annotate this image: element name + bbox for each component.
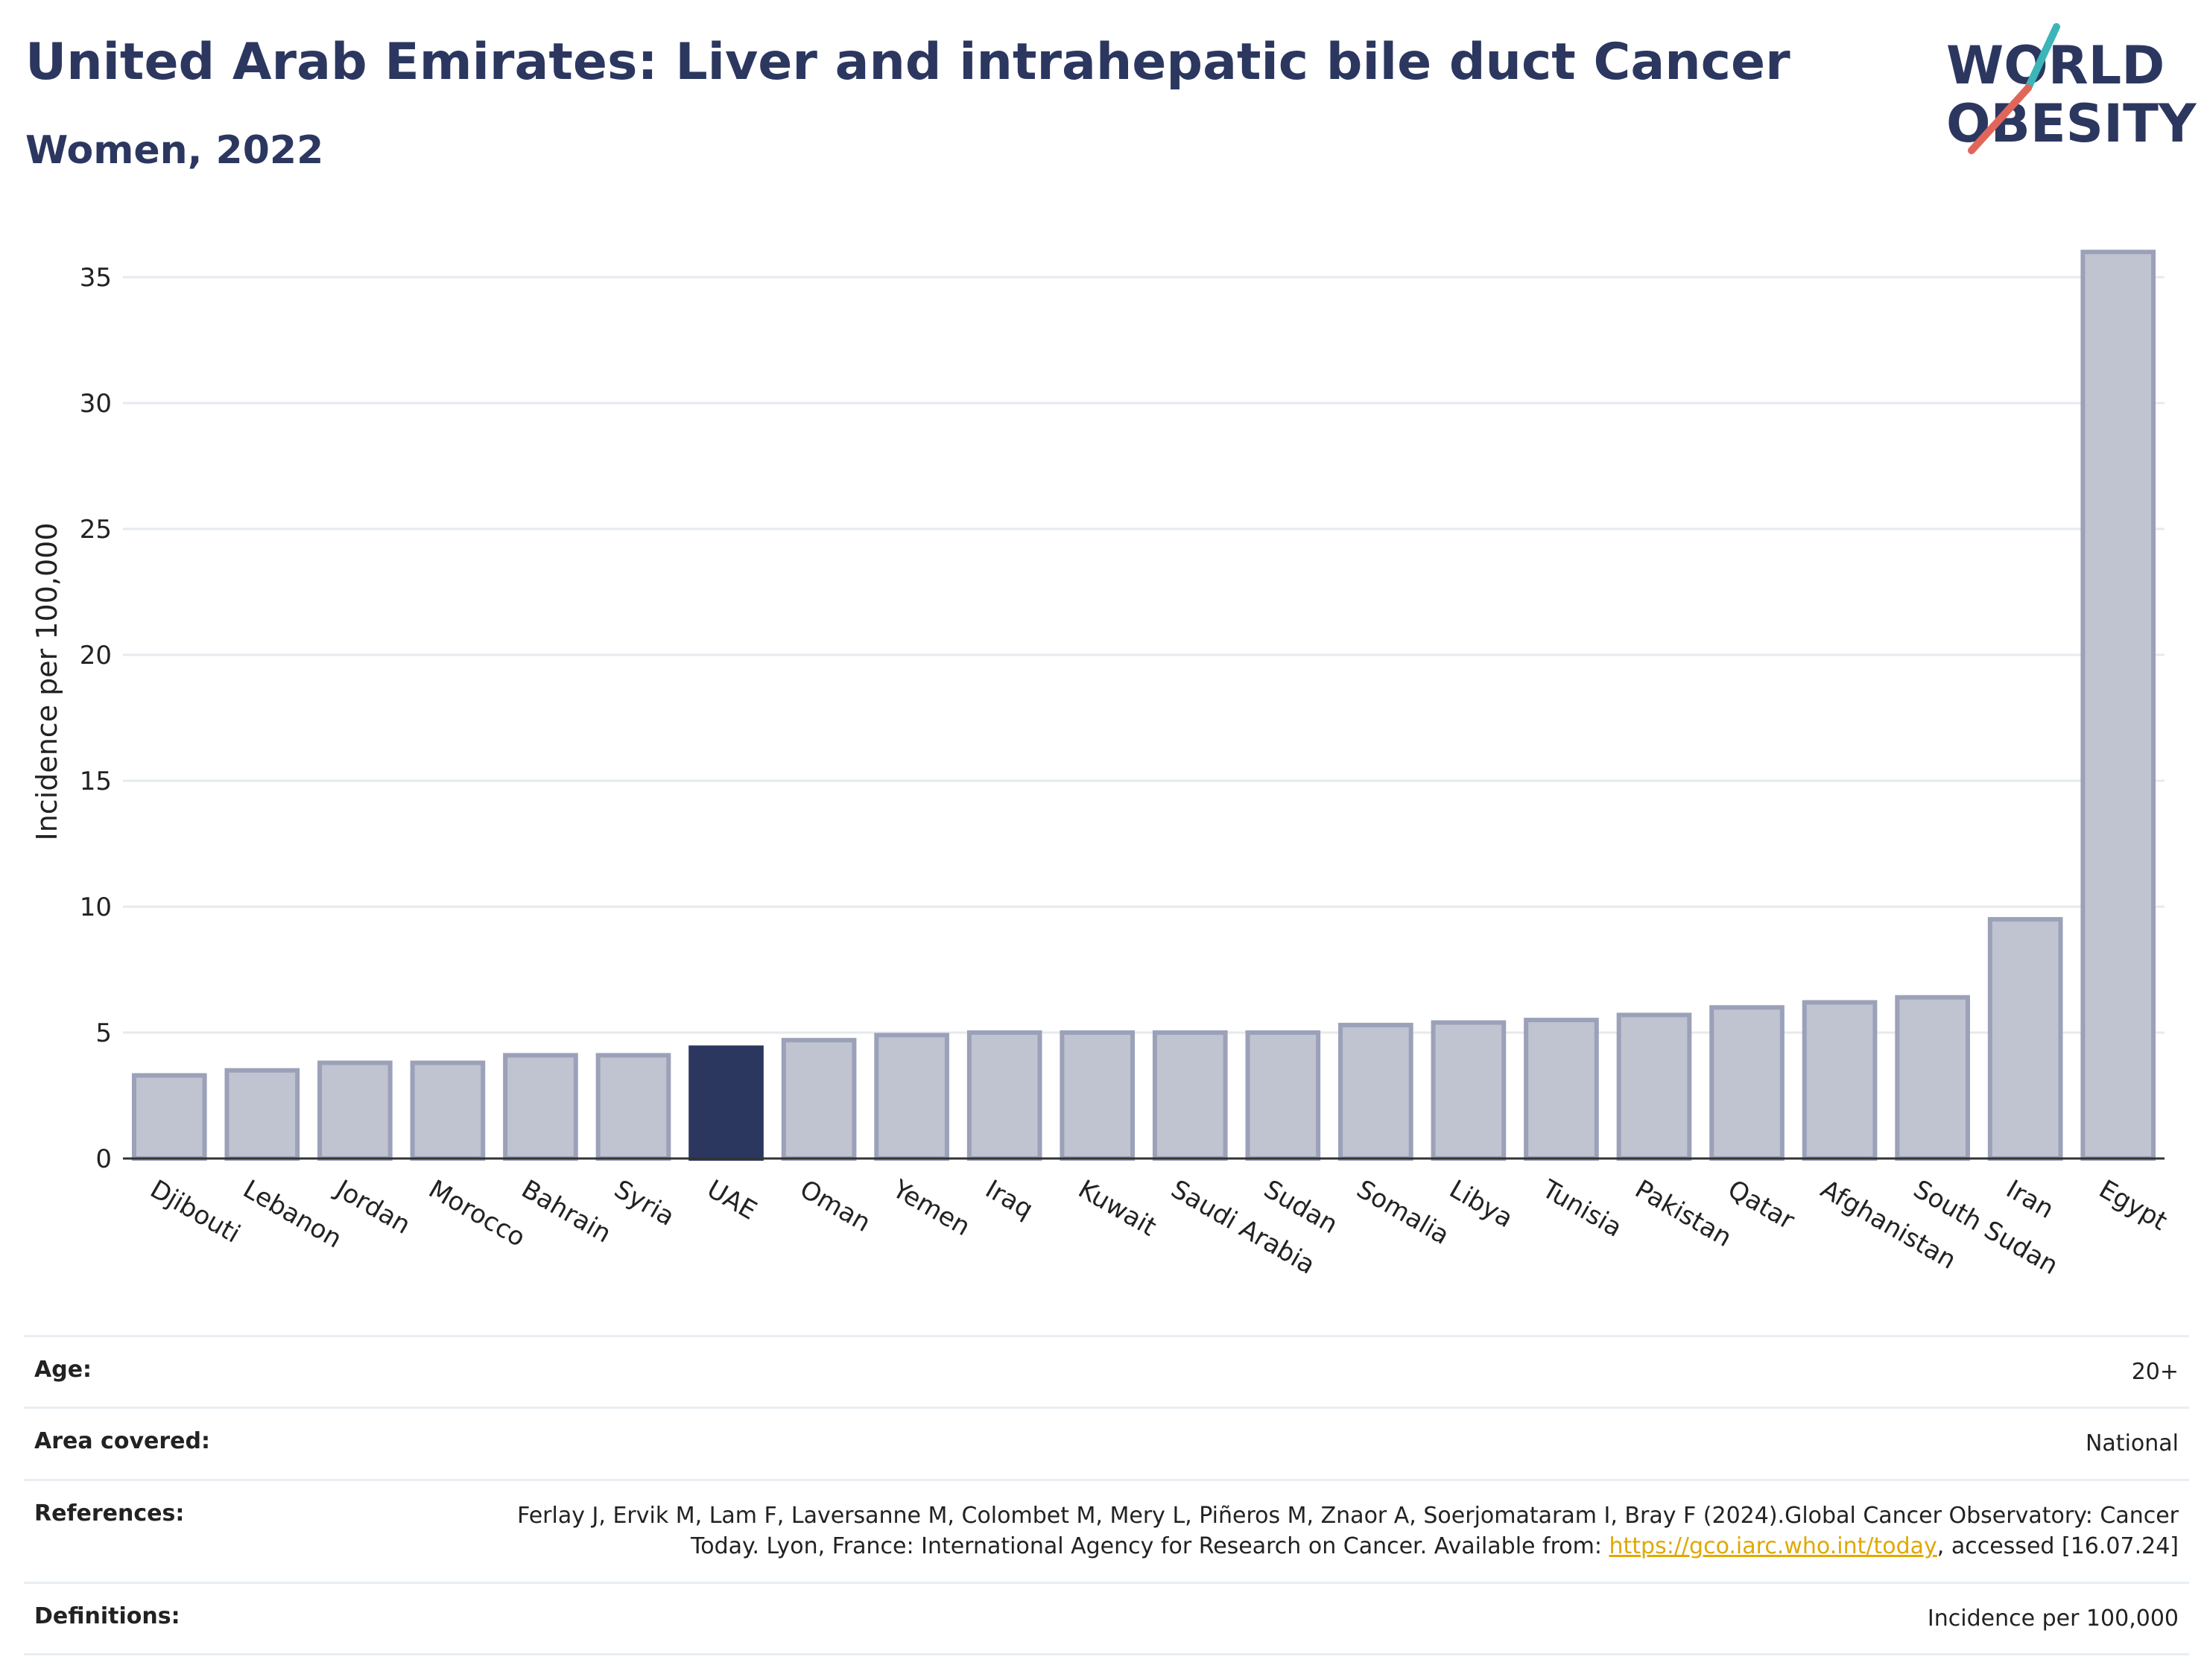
logo-line2: OBESITY bbox=[1946, 93, 2197, 154]
bar-djibouti bbox=[131, 1073, 207, 1161]
age-label: Age: bbox=[34, 1357, 92, 1383]
x-tick-label: Somalia bbox=[1352, 1174, 1454, 1251]
y-tick-label: 30 bbox=[80, 389, 112, 419]
references-link[interactable]: https://gco.iarc.who.int/today bbox=[1609, 1533, 1937, 1560]
info-row-references: References: Ferlay J, Ervik M, Lam F, La… bbox=[24, 1478, 2189, 1582]
x-tick-label: Bahrain bbox=[516, 1174, 616, 1249]
bar-kuwait bbox=[1060, 1030, 1136, 1161]
info-table: Age: 20+ Area covered: National Referenc… bbox=[24, 1335, 2189, 1655]
y-tick-label: 0 bbox=[95, 1144, 112, 1174]
x-tick-label: Pakistan bbox=[1630, 1174, 1737, 1253]
x-tick-label: Egypt bbox=[2094, 1174, 2172, 1237]
x-tick-label: Syria bbox=[609, 1174, 680, 1232]
bar-iran bbox=[1987, 916, 2063, 1161]
chart-subtitle: Women, 2022 bbox=[25, 128, 324, 173]
chart-title: United Arab Emirates: Liver and intrahep… bbox=[25, 33, 1790, 92]
logo-slash-red bbox=[1968, 84, 2032, 154]
gridlines bbox=[123, 276, 2165, 1034]
y-tick-label: 5 bbox=[95, 1018, 112, 1048]
world-obesity-logo: WORLD OBESITY bbox=[1946, 23, 2197, 154]
info-row-age: Age: 20+ bbox=[24, 1335, 2189, 1407]
references-label: References: bbox=[34, 1500, 185, 1527]
bar-lebanon bbox=[224, 1068, 300, 1161]
y-axis-ticks: 0 5 10 15 20 25 30 35 bbox=[80, 263, 112, 1174]
bar-iraq bbox=[966, 1030, 1042, 1161]
bar-afghanistan bbox=[1802, 1000, 1878, 1161]
references-text: Ferlay J, Ervik M, Lam F, Laversanne M, … bbox=[517, 1502, 2179, 1560]
definitions-label: Definitions: bbox=[34, 1603, 180, 1629]
info-row-definitions: Definitions: Incidence per 100,000 bbox=[24, 1581, 2189, 1655]
area-label: Area covered: bbox=[34, 1428, 210, 1455]
age-value: 20+ bbox=[2131, 1359, 2179, 1385]
x-tick-label: Oman bbox=[795, 1174, 876, 1238]
x-tick-label: Lebanon bbox=[238, 1174, 346, 1254]
definitions-value: Incidence per 100,000 bbox=[1927, 1605, 2179, 1632]
x-tick-label: Yemen bbox=[887, 1174, 975, 1243]
logo-line1: WORLD bbox=[1946, 35, 2165, 96]
bar-bahrain bbox=[503, 1053, 578, 1161]
bar-somalia bbox=[1338, 1022, 1413, 1161]
x-tick-label: Libya bbox=[1444, 1174, 1518, 1234]
bar-yemen bbox=[874, 1033, 949, 1161]
bar-oman bbox=[781, 1038, 857, 1161]
bar-qatar bbox=[1709, 1005, 1785, 1161]
bar-pakistan bbox=[1616, 1012, 1692, 1161]
bar-libya bbox=[1431, 1020, 1507, 1161]
bars bbox=[131, 250, 2156, 1161]
x-tick-label: Morocco bbox=[423, 1174, 530, 1253]
y-tick-label: 10 bbox=[80, 893, 112, 922]
bar-uae bbox=[688, 1045, 764, 1161]
x-tick-label: Djibouti bbox=[145, 1174, 245, 1249]
y-axis-label: Incidence per 100,000 bbox=[31, 522, 63, 840]
area-value: National bbox=[2085, 1430, 2179, 1457]
x-tick-label: Tunisia bbox=[1536, 1174, 1627, 1243]
y-tick-label: 15 bbox=[80, 767, 112, 796]
logo-slash-teal bbox=[2024, 23, 2060, 92]
y-tick-label: 20 bbox=[80, 641, 112, 671]
bar-morocco bbox=[410, 1060, 486, 1161]
x-tick-label: Kuwait bbox=[1073, 1174, 1161, 1242]
bar-jordan bbox=[317, 1060, 393, 1161]
y-tick-label: 35 bbox=[80, 263, 112, 293]
bar-sudan bbox=[1245, 1030, 1321, 1161]
bar-tunisia bbox=[1524, 1018, 1599, 1161]
x-tick-label: UAE bbox=[702, 1174, 761, 1226]
x-tick-label: Iran bbox=[2001, 1174, 2059, 1225]
references-value: Ferlay J, Ervik M, Lam F, Laversanne M, … bbox=[465, 1500, 2179, 1562]
bar-egypt bbox=[2080, 250, 2156, 1161]
info-row-area: Area covered: National bbox=[24, 1407, 2189, 1478]
bar-saudi-arabia bbox=[1152, 1030, 1228, 1161]
references-tail: , accessed [16.07.24] bbox=[1937, 1533, 2179, 1560]
bar-syria bbox=[595, 1053, 671, 1161]
x-tick-label: Iraq bbox=[981, 1174, 1039, 1225]
y-tick-label: 25 bbox=[80, 515, 112, 545]
bar-south-sudan bbox=[1895, 995, 1970, 1161]
